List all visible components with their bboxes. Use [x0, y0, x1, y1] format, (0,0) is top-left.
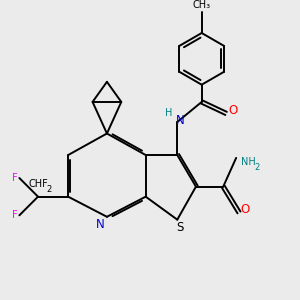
- Text: S: S: [176, 221, 183, 234]
- Text: H: H: [165, 108, 172, 118]
- Text: CH₃: CH₃: [193, 0, 211, 10]
- Text: CHF: CHF: [28, 178, 48, 189]
- Text: F: F: [12, 210, 18, 220]
- Text: O: O: [229, 104, 238, 117]
- Text: 2: 2: [254, 163, 260, 172]
- Text: F: F: [12, 173, 18, 183]
- Text: 2: 2: [46, 185, 52, 194]
- Text: N: N: [176, 114, 184, 127]
- Text: O: O: [240, 203, 249, 216]
- Text: NH: NH: [241, 157, 256, 167]
- Text: N: N: [96, 218, 105, 231]
